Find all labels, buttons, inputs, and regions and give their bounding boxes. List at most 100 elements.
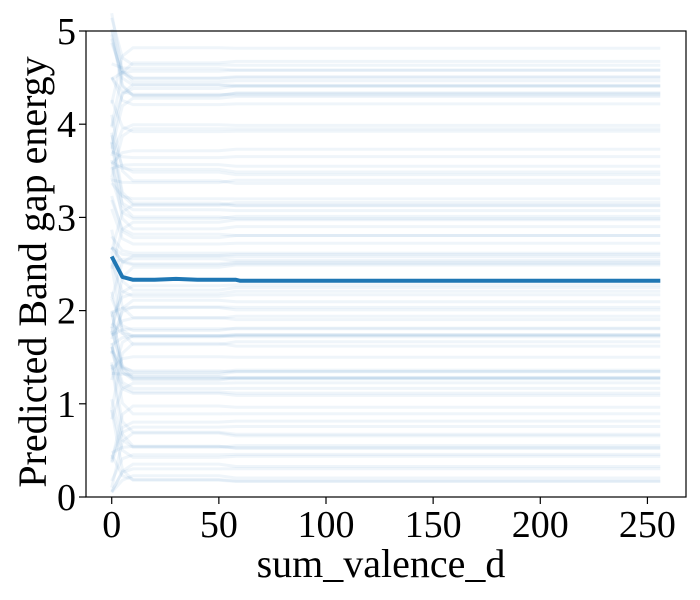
ice-curve bbox=[110, 263, 661, 335]
ice-curve bbox=[111, 150, 661, 160]
ice-curve bbox=[110, 159, 661, 231]
x-axis: 0 50 100 150 200 250 bbox=[102, 497, 676, 546]
ice-curve bbox=[110, 342, 661, 416]
ice-curve bbox=[110, 132, 661, 208]
ice-curve bbox=[110, 431, 661, 488]
ice-curve bbox=[110, 467, 661, 493]
ice-curve bbox=[110, 95, 661, 150]
ice-curve bbox=[110, 83, 661, 144]
ice-curve bbox=[110, 330, 661, 374]
ice-curve bbox=[110, 182, 661, 201]
ice-curve bbox=[110, 12, 661, 84]
x-tick-label: 50 bbox=[200, 504, 238, 546]
x-tick-label: 100 bbox=[298, 504, 355, 546]
ice-curve bbox=[110, 218, 661, 270]
ice-curve bbox=[110, 229, 661, 292]
ice-curve bbox=[110, 208, 661, 246]
ice-curve bbox=[110, 381, 661, 420]
ice-curve bbox=[110, 409, 661, 483]
ice-curve bbox=[110, 291, 661, 339]
ice-curve bbox=[110, 311, 661, 380]
ice-curve bbox=[110, 114, 661, 185]
ice-curve bbox=[110, 134, 661, 177]
ice-curve bbox=[110, 34, 661, 98]
ice-curve bbox=[110, 341, 661, 411]
ice-curve bbox=[110, 99, 661, 134]
ice-curve bbox=[110, 409, 661, 459]
ice-curve bbox=[110, 246, 661, 266]
ice-curve bbox=[111, 444, 661, 455]
ice-curve bbox=[110, 160, 661, 174]
ice-curve bbox=[110, 42, 661, 80]
ice-curve bbox=[111, 327, 661, 337]
ice-curve bbox=[110, 349, 661, 374]
ice-curve bbox=[110, 46, 661, 104]
ice-curve bbox=[110, 419, 661, 460]
ice-curve bbox=[110, 322, 661, 337]
average-line-layer bbox=[109, 255, 661, 283]
ice-curve bbox=[110, 84, 661, 128]
average-pd-line bbox=[109, 255, 661, 283]
ice-curve bbox=[110, 28, 661, 80]
ice-curve bbox=[110, 298, 661, 355]
x-tick-label: 250 bbox=[619, 504, 676, 546]
ice-curve bbox=[110, 334, 661, 381]
ice-curve bbox=[110, 345, 661, 380]
y-tick-label: 0 bbox=[57, 477, 76, 519]
ice-curve bbox=[110, 363, 661, 397]
ice-curve bbox=[110, 425, 661, 464]
x-tick-label: 150 bbox=[405, 504, 462, 546]
ice-curve bbox=[110, 283, 661, 329]
plot-frame bbox=[85, 30, 687, 498]
y-axis-label: Predicted Band gap energy bbox=[10, 56, 55, 487]
ice-curve bbox=[110, 127, 661, 178]
x-tick-label: 200 bbox=[512, 504, 569, 546]
ice-curve bbox=[110, 195, 661, 240]
ice-curve bbox=[110, 76, 661, 97]
ice-curves bbox=[110, 12, 661, 494]
ice-curve bbox=[110, 326, 661, 382]
ice-curve bbox=[110, 454, 661, 483]
ice-curve bbox=[110, 76, 661, 107]
ice-curve bbox=[110, 203, 661, 251]
y-tick-label: 4 bbox=[57, 104, 76, 146]
ice-curve bbox=[110, 289, 661, 318]
ice-curve bbox=[110, 333, 661, 347]
ice-curve bbox=[110, 462, 661, 493]
ice-curve bbox=[110, 452, 661, 482]
ice-curve bbox=[110, 199, 661, 237]
ice-curve bbox=[111, 62, 661, 72]
ice-curve bbox=[110, 246, 661, 267]
ice-curve bbox=[111, 257, 661, 265]
ice-curve bbox=[110, 346, 661, 391]
ice-curve bbox=[110, 177, 661, 221]
ice-curve bbox=[110, 142, 661, 221]
ice-curve bbox=[110, 355, 661, 371]
ice-curve bbox=[110, 264, 661, 347]
ice-curve bbox=[110, 246, 661, 257]
ice-curve bbox=[110, 474, 661, 494]
ice-curve bbox=[110, 141, 661, 207]
ice-curve bbox=[110, 147, 661, 165]
ice-curve bbox=[110, 362, 661, 436]
ice-curve bbox=[111, 163, 661, 171]
ice-curve bbox=[111, 370, 661, 376]
y-tick-label: 5 bbox=[57, 11, 76, 53]
y-tick-label: 1 bbox=[57, 384, 76, 426]
ice-curve bbox=[111, 178, 661, 185]
ice-curve bbox=[110, 254, 661, 300]
ice-curve bbox=[110, 364, 661, 450]
ice-curve bbox=[110, 123, 661, 157]
ice-curve bbox=[110, 59, 661, 127]
ice-curve bbox=[110, 350, 661, 395]
y-axis: 0 1 2 3 4 5 bbox=[57, 11, 86, 519]
x-axis-label: sum_valence_d bbox=[257, 541, 506, 586]
ice-curve bbox=[110, 305, 661, 340]
ice-curve bbox=[110, 250, 661, 322]
ice-curve bbox=[110, 166, 661, 213]
ice-curve bbox=[110, 314, 661, 337]
y-tick-label: 2 bbox=[57, 291, 76, 333]
x-tick-label: 0 bbox=[102, 504, 121, 546]
ice-curve bbox=[110, 235, 661, 255]
